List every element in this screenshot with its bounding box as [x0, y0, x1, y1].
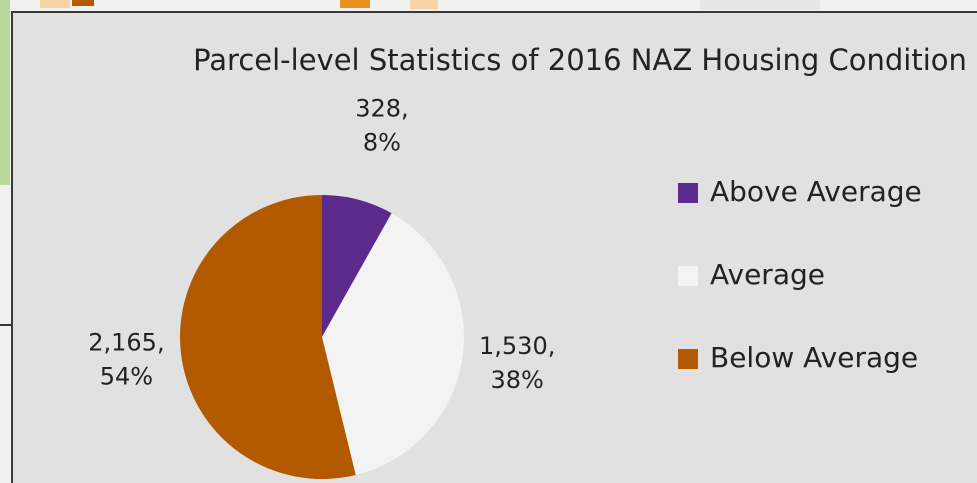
pie-slice — [322, 213, 465, 475]
legend-swatch — [678, 183, 698, 203]
legend: Above Average Average Below Average — [678, 175, 922, 374]
pie — [180, 195, 465, 479]
data-label: 54% — [100, 363, 153, 391]
chart-panel — [11, 11, 977, 483]
data-label: 2,165, — [88, 329, 164, 357]
data-label: 328, — [355, 94, 408, 122]
data-label: 1,530, — [479, 332, 555, 360]
legend-label: Above Average — [710, 175, 922, 208]
legend-label: Below Average — [710, 341, 918, 374]
data-label: 8% — [363, 128, 401, 156]
pie-slice — [322, 195, 392, 337]
data-labels: 328, 8% 1,530, 38% 2,165, 54% — [88, 94, 555, 393]
data-label: 38% — [491, 366, 544, 394]
pie-slice — [180, 195, 356, 479]
chart-title: Parcel-level Statistics of 2016 NAZ Hous… — [193, 43, 967, 77]
legend-swatch — [678, 266, 698, 286]
legend-label: Average — [710, 258, 825, 291]
legend-swatch — [678, 349, 698, 369]
